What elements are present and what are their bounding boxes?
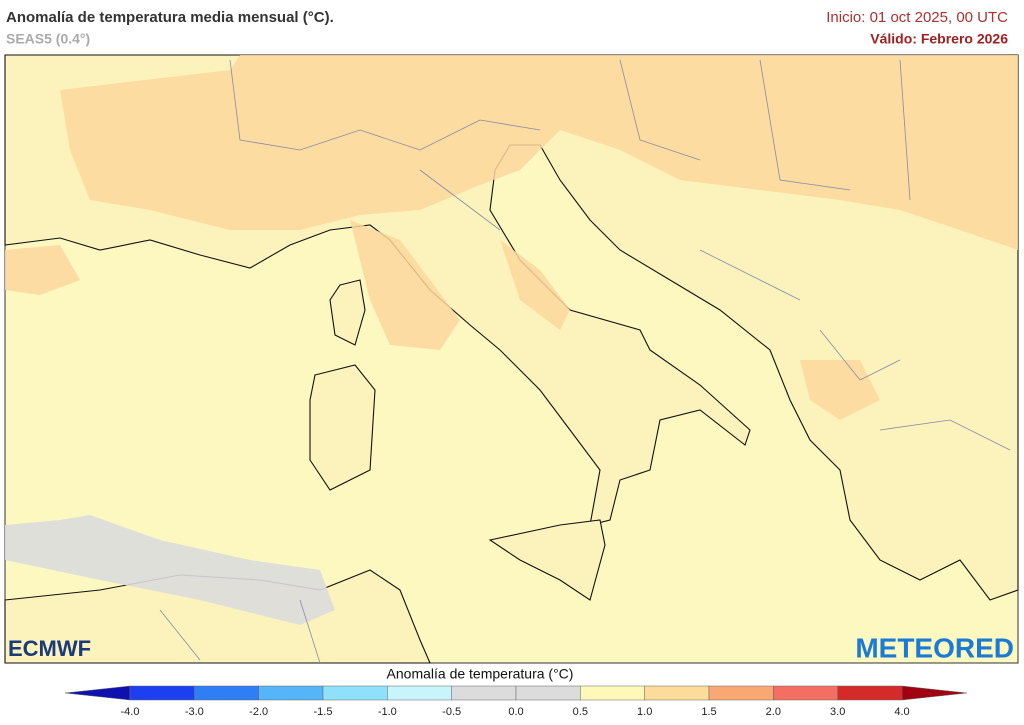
colorbar-segment: [708, 685, 774, 701]
colorbar-label: 0.0: [508, 706, 523, 718]
warm-anomaly: [5, 245, 80, 295]
colorbar-segment: [194, 685, 259, 701]
colorbar-segment: [258, 685, 324, 701]
warm-anomaly: [800, 360, 880, 420]
colorbar-label: -3.0: [185, 706, 204, 718]
valid-time: Válido: Febrero 2026: [870, 31, 1008, 47]
colorbar-label: 4.0: [894, 706, 909, 718]
sicily: [488, 519, 606, 601]
meteored-logo: METEORED: [855, 632, 1014, 663]
colorbar-segment: [773, 685, 838, 701]
subtitle: SEAS5 (0.4°): [6, 31, 90, 47]
colorbar-segment: [515, 685, 581, 701]
colorbar: Anomalía de temperatura (°C) -4.0 -3.0 -2.…: [64, 666, 968, 718]
ecmwf-logo: ECMWF: [8, 636, 91, 661]
corsica: [329, 279, 366, 346]
colorbar-label: 3.0: [830, 706, 845, 718]
colorbar-segment: [451, 685, 517, 701]
map: [4, 54, 1019, 664]
colorbar-high: [901, 685, 968, 701]
warm-anomaly: [60, 55, 1018, 250]
colorbar-label: 1.0: [637, 706, 652, 718]
colorbar-label: -0.5: [442, 706, 461, 718]
title: Anomalía de temperatura media mensual (°…: [6, 9, 334, 26]
colorbar-label: -2.0: [249, 706, 268, 718]
colorbar-label: 0.5: [573, 706, 588, 718]
sardinia: [309, 364, 376, 491]
colorbar-low: [64, 685, 131, 701]
borders: [159, 59, 1011, 664]
colorbar-segment: [322, 685, 388, 701]
colorbar-title: Anomalía de temperatura (°C): [387, 666, 574, 682]
warm-anomaly: [350, 220, 460, 350]
colorbar-segment: [644, 685, 710, 701]
init-time: Inicio: 01 oct 2025, 00 UTC: [826, 9, 1008, 26]
colorbar-segment: [129, 685, 195, 701]
colorbar-label: -4.0: [121, 706, 140, 718]
colorbar-label: -1.0: [378, 706, 397, 718]
colorbar-segment: [580, 685, 645, 701]
colorbar-segment: [387, 685, 452, 701]
colorbar-label: -1.5: [314, 706, 333, 718]
colorbar-label: 1.5: [701, 706, 716, 718]
colorbar-label: 2.0: [766, 706, 781, 718]
neutral-anomaly: [5, 515, 335, 625]
warm-anomaly: [500, 240, 570, 330]
colorbar-segment: [837, 685, 903, 701]
